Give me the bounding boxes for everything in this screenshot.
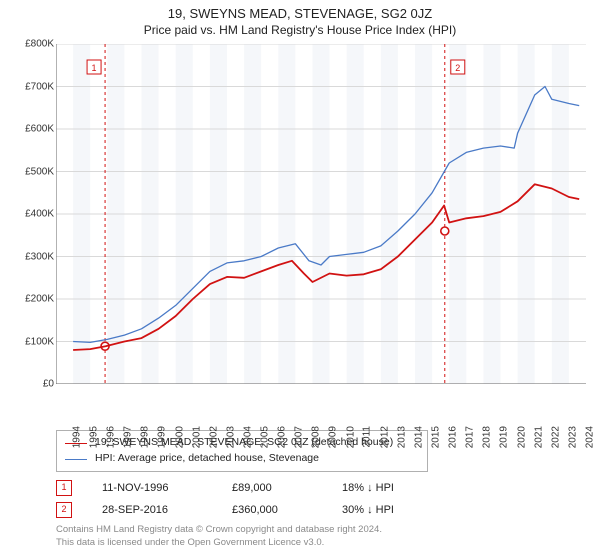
y-tick-label: £400K bbox=[25, 209, 54, 220]
license-line-2: This data is licensed under the Open Gov… bbox=[56, 537, 590, 550]
x-tick-label: 1997 bbox=[123, 426, 134, 448]
y-tick-label: £300K bbox=[25, 251, 54, 262]
y-tick-label: £500K bbox=[25, 166, 54, 177]
y-tick-label: £800K bbox=[25, 39, 54, 50]
sale-row-1: 1 11-NOV-1996 £89,000 18% ↓ HPI bbox=[56, 480, 590, 496]
x-tick-label: 1999 bbox=[157, 426, 168, 448]
x-tick-label: 1995 bbox=[88, 426, 99, 448]
license-line-1: Contains HM Land Registry data © Crown c… bbox=[56, 524, 590, 537]
sale-marker-1: 1 bbox=[56, 480, 72, 496]
x-tick-label: 2012 bbox=[379, 426, 390, 448]
chart-zone: £0£100K£200K£300K£400K£500K£600K£700K£80… bbox=[10, 44, 590, 424]
y-tick-label: £0 bbox=[43, 379, 54, 390]
x-tick-label: 2013 bbox=[396, 426, 407, 448]
legend-item-hpi: HPI: Average price, detached house, Stev… bbox=[65, 451, 419, 467]
x-tick-label: 1998 bbox=[140, 426, 151, 448]
x-tick-label: 2002 bbox=[208, 426, 219, 448]
sale-row-2: 2 28-SEP-2016 £360,000 30% ↓ HPI bbox=[56, 502, 590, 518]
sales-list: 1 11-NOV-1996 £89,000 18% ↓ HPI 2 28-SEP… bbox=[56, 480, 590, 518]
page-subtitle: Price paid vs. HM Land Registry's House … bbox=[10, 23, 590, 39]
x-tick-label: 2024 bbox=[584, 426, 595, 448]
x-tick-label: 2016 bbox=[447, 426, 458, 448]
y-tick-label: £700K bbox=[25, 81, 54, 92]
chart-container: 19, SWEYNS MEAD, STEVENAGE, SG2 0JZ Pric… bbox=[0, 0, 600, 560]
x-tick-label: 1994 bbox=[71, 426, 82, 448]
svg-text:1: 1 bbox=[92, 63, 97, 73]
x-tick-label: 2020 bbox=[516, 426, 527, 448]
sale-marker-2: 2 bbox=[56, 502, 72, 518]
svg-text:2: 2 bbox=[455, 63, 460, 73]
x-tick-label: 2022 bbox=[550, 426, 561, 448]
legend-swatch-hpi bbox=[65, 459, 87, 460]
x-tick-label: 2023 bbox=[567, 426, 578, 448]
x-tick-label: 2014 bbox=[413, 426, 424, 448]
x-tick-label: 2009 bbox=[328, 426, 339, 448]
y-tick-label: £600K bbox=[25, 124, 54, 135]
page-title: 19, SWEYNS MEAD, STEVENAGE, SG2 0JZ bbox=[10, 6, 590, 23]
x-tick-label: 2007 bbox=[294, 426, 305, 448]
legend-label-hpi: HPI: Average price, detached house, Stev… bbox=[95, 451, 319, 467]
sale-date-2: 28-SEP-2016 bbox=[102, 504, 202, 516]
x-tick-label: 2000 bbox=[174, 426, 185, 448]
sale-date-1: 11-NOV-1996 bbox=[102, 482, 202, 494]
y-tick-label: £100K bbox=[25, 336, 54, 347]
x-tick-label: 2004 bbox=[242, 426, 253, 448]
license-text: Contains HM Land Registry data © Crown c… bbox=[56, 524, 590, 550]
chart-plot: 12 bbox=[56, 44, 586, 384]
x-tick-label: 2006 bbox=[276, 426, 287, 448]
x-tick-label: 2019 bbox=[499, 426, 510, 448]
x-tick-label: 2017 bbox=[464, 426, 475, 448]
sale-price-1: £89,000 bbox=[232, 482, 312, 494]
y-tick-label: £200K bbox=[25, 294, 54, 305]
x-tick-label: 2010 bbox=[345, 426, 356, 448]
sale-delta-2: 30% ↓ HPI bbox=[342, 504, 394, 516]
x-tick-label: 2018 bbox=[482, 426, 493, 448]
x-tick-label: 2008 bbox=[311, 426, 322, 448]
x-axis-labels: 1994199519961997199819992000200120022003… bbox=[56, 386, 586, 426]
x-tick-label: 2015 bbox=[430, 426, 441, 448]
x-tick-label: 2011 bbox=[361, 426, 372, 448]
x-tick-label: 2005 bbox=[259, 426, 270, 448]
y-axis-labels: £0£100K£200K£300K£400K£500K£600K£700K£80… bbox=[10, 44, 54, 384]
sale-delta-1: 18% ↓ HPI bbox=[342, 482, 394, 494]
x-tick-label: 2003 bbox=[225, 426, 236, 448]
x-tick-label: 1996 bbox=[105, 426, 116, 448]
x-tick-label: 2021 bbox=[533, 426, 544, 448]
sale-price-2: £360,000 bbox=[232, 504, 312, 516]
x-tick-label: 2001 bbox=[191, 426, 202, 448]
